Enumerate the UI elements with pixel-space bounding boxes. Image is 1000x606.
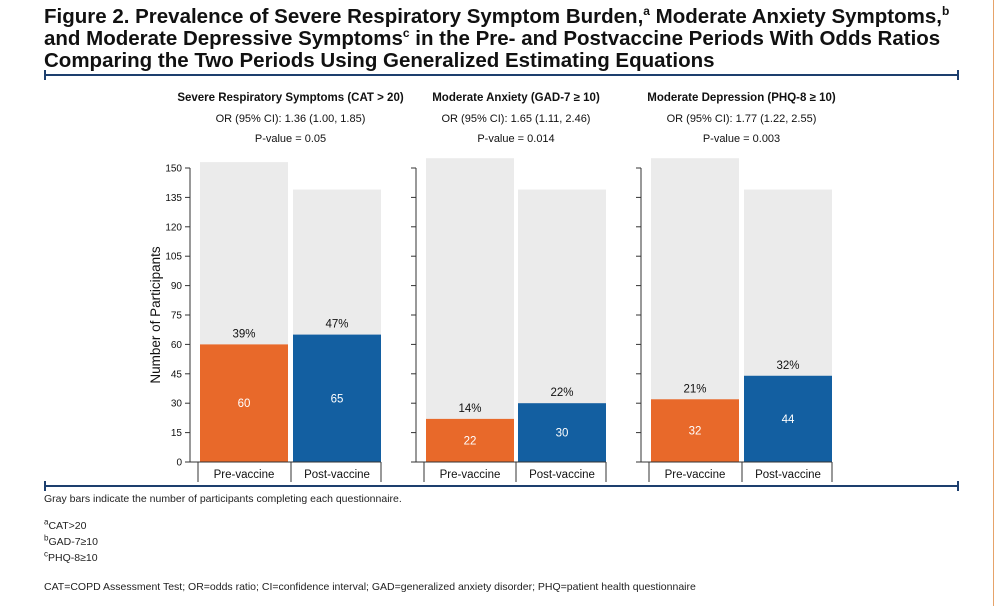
y-tick-label: 90 (171, 281, 183, 292)
category-label: Pre-vaccine (440, 469, 501, 481)
panel-title: Severe Respiratory Symptoms (CAT > 20) (177, 92, 404, 104)
title-text-1b: Moderate Anxiety Symptoms, (649, 5, 942, 28)
odds-ratio-label: OR (95% CI): 1.36 (1.00, 1.85) (216, 113, 366, 125)
value-label: 30 (556, 428, 569, 440)
footnote-b-mark: b (44, 533, 49, 543)
top-rule-cap-left (44, 70, 46, 80)
bottom-rule-cap-right (957, 481, 959, 491)
pre-vaccine-bar (200, 344, 288, 462)
post-vaccine-bar (744, 375, 832, 462)
percent-label: 39% (232, 328, 255, 340)
y-tick-label: 15 (171, 428, 183, 439)
percent-label: 47% (325, 319, 348, 331)
y-tick-label: 150 (165, 164, 182, 175)
value-label: 44 (782, 414, 795, 426)
page-right-border (993, 0, 994, 606)
top-rule-cap-right (957, 70, 959, 80)
panel-title: Moderate Anxiety (GAD-7 ≥ 10) (432, 92, 600, 104)
y-tick-label: 75 (171, 311, 183, 322)
y-axis-label: Number of Participants (148, 246, 163, 384)
footnote-c-mark: c (44, 549, 48, 559)
pre-vaccine-bar (426, 418, 514, 462)
category-label: Pre-vaccine (665, 469, 726, 481)
pre-vaccine-bar (651, 399, 739, 462)
value-label: 65 (331, 393, 344, 405)
post-vaccine-bar (293, 334, 381, 462)
footnote-c: cPHQ-8≥10 (44, 549, 98, 565)
p-value-label: P-value = 0.05 (255, 133, 326, 145)
title-text-2b: in the Pre- and Postvaccine Periods With… (409, 27, 941, 50)
y-tick-label: 60 (171, 340, 183, 351)
value-label: 22 (464, 435, 477, 447)
y-tick-label: 45 (171, 369, 183, 380)
footnote-a-mark: a (44, 517, 49, 527)
footnote-a: aCAT>20 (44, 517, 87, 533)
footnote-b-text: GAD-7≥10 (48, 536, 98, 548)
note-abbreviations: CAT=COPD Assessment Test; OR=odds ratio;… (44, 581, 696, 594)
footnote-a-text: CAT>20 (48, 520, 87, 532)
title-text-3: Comparing the Two Periods Using Generali… (44, 49, 715, 72)
note-gray-bars: Gray bars indicate the number of partici… (44, 493, 402, 506)
title-footnote-a: a (643, 4, 650, 19)
y-tick-label: 30 (171, 399, 183, 410)
footnote-c-text: PHQ-8≥10 (48, 552, 98, 564)
total-participants-bar (426, 158, 514, 462)
y-tick-label: 120 (165, 222, 182, 233)
percent-label: 22% (550, 387, 573, 399)
odds-ratio-label: OR (95% CI): 1.77 (1.22, 2.55) (667, 113, 817, 125)
value-label: 60 (238, 398, 251, 410)
y-tick-label: 0 (176, 458, 182, 469)
note-abbreviations-text: CAT=COPD Assessment Test; OR=odds ratio;… (44, 581, 696, 593)
y-tick-label: 105 (165, 252, 182, 263)
footnote-b: bGAD-7≥10 (44, 533, 98, 549)
figure-title: Figure 2. Prevalence of Severe Respirato… (44, 4, 974, 72)
post-vaccine-bar (518, 403, 606, 462)
category-label: Pre-vaccine (214, 469, 275, 481)
top-rule (44, 70, 959, 80)
bar-charts: Severe Respiratory Symptoms (CAT > 20) OR… (148, 92, 836, 482)
category-label: Post-vaccine (304, 469, 370, 481)
title-footnote-c: c (402, 26, 410, 41)
title-text-1a: Figure 2. Prevalence of Severe Respirato… (44, 5, 644, 28)
percent-label: 21% (683, 383, 706, 395)
odds-ratio-label: OR (95% CI): 1.65 (1.11, 2.46) (442, 113, 591, 125)
category-label: Post-vaccine (755, 469, 821, 481)
value-label: 32 (689, 426, 702, 438)
y-tick-label: 135 (165, 193, 182, 204)
bottom-rule (44, 481, 959, 491)
p-value-label: P-value = 0.003 (703, 133, 780, 145)
p-value-label: P-value = 0.014 (477, 133, 554, 145)
category-label: Post-vaccine (529, 469, 595, 481)
panel-title: Moderate Depression (PHQ-8 ≥ 10) (647, 92, 836, 104)
title-text-2a: and Moderate Depressive Symptoms (44, 27, 403, 50)
bottom-rule-cap-left (44, 481, 46, 491)
title-footnote-b: b (941, 4, 950, 19)
percent-label: 14% (458, 403, 481, 415)
note-gray-text: Gray bars indicate the number of partici… (44, 493, 402, 505)
percent-label: 32% (776, 360, 799, 372)
